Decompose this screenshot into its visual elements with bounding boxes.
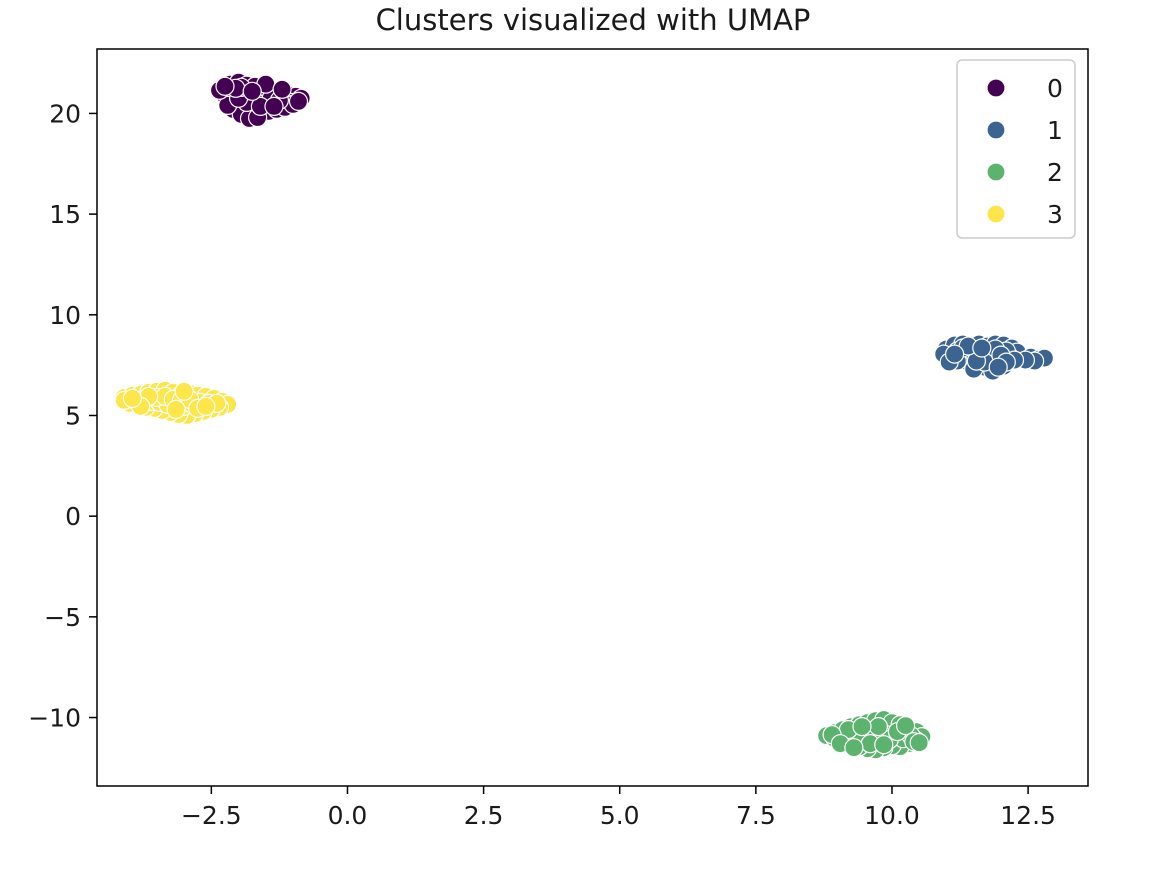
y-tick-label: 10 — [49, 301, 81, 330]
plot-frame — [96, 48, 1089, 787]
x-tick-label: 0.0 — [328, 801, 368, 830]
scatter-point-series-2 — [852, 716, 872, 737]
legend-marker — [986, 120, 1006, 140]
scatter-point-series-0 — [242, 81, 262, 101]
legend-label: 1 — [1047, 116, 1063, 145]
legend-box — [956, 59, 1076, 239]
legend-marker — [986, 78, 1006, 98]
y-tick-label: −5 — [44, 603, 81, 632]
legend-label: 3 — [1047, 200, 1063, 229]
scatter-point-series-2 — [909, 733, 929, 753]
scatter-point-series-2 — [895, 715, 916, 736]
legend-marker — [986, 162, 1006, 182]
scatter-point-series-3 — [166, 399, 186, 419]
legend-label: 2 — [1047, 158, 1063, 187]
y-tick-label: 0 — [65, 502, 81, 531]
x-tick-label: 10.0 — [864, 801, 920, 830]
scatter-point-series-2 — [874, 735, 894, 755]
scatter-point-series-3 — [196, 396, 216, 416]
y-tick-label: 15 — [49, 200, 81, 229]
scatter-point-series-0 — [264, 96, 284, 117]
scatter-point-series-1 — [988, 357, 1008, 377]
legend: 0 1 2 3 — [956, 59, 1076, 239]
scatter-point-series-0 — [272, 79, 292, 99]
scatter-point-series-3 — [174, 381, 194, 401]
x-tick-label: 7.5 — [736, 801, 776, 830]
x-tick-label: 2.5 — [464, 801, 504, 830]
scatter-point-series-0 — [288, 91, 309, 112]
scatter-point-series-1 — [944, 344, 965, 364]
legend-label: 0 — [1047, 74, 1063, 103]
legend-marker — [986, 204, 1006, 224]
x-tick-label: −2.5 — [181, 801, 242, 830]
scatter-point-series-3 — [122, 388, 142, 408]
points-layer — [114, 72, 1055, 760]
y-tick-label: 20 — [49, 99, 81, 128]
x-tick-label: 5.0 — [600, 801, 640, 830]
scatter-point-series-2 — [868, 716, 889, 737]
y-tick-label: 5 — [65, 401, 81, 430]
x-tick-label: 12.5 — [1000, 801, 1056, 830]
y-tick-label: −10 — [28, 704, 81, 733]
chart-title: Clusters visualized with UMAP — [376, 3, 811, 37]
scatter-point-series-1 — [972, 338, 992, 358]
scatter-point-series-0 — [215, 76, 235, 96]
scatter-point-series-2 — [844, 738, 864, 758]
